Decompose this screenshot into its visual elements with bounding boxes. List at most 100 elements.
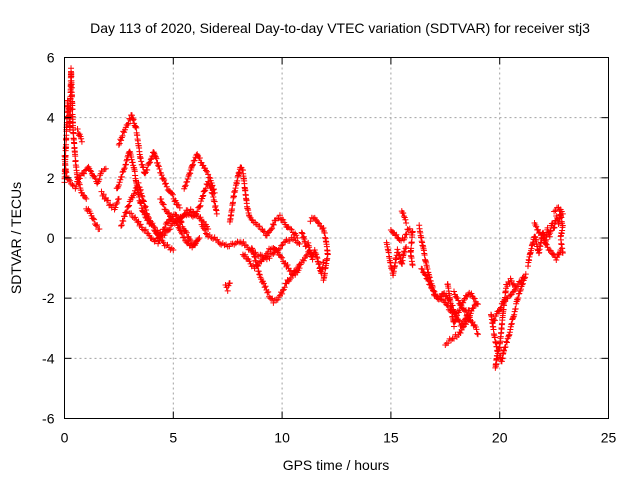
data-point [130, 116, 137, 123]
data-point [162, 224, 169, 231]
data-point [419, 266, 426, 273]
data-point [125, 203, 132, 210]
data-point [155, 240, 162, 247]
data-point [293, 232, 300, 239]
data-point [307, 218, 314, 225]
data-point [242, 251, 249, 258]
data-point [87, 167, 94, 174]
data-point [464, 311, 471, 318]
data-point [147, 156, 154, 163]
data-point [280, 216, 287, 223]
data-point [78, 135, 85, 142]
data-point [190, 157, 197, 164]
data-point [281, 284, 288, 291]
data-point [114, 185, 121, 192]
data-point [409, 262, 416, 269]
data-point [149, 222, 156, 229]
y-tick-label: -6 [42, 411, 55, 427]
data-point [324, 250, 331, 257]
data-point [462, 321, 469, 328]
data-point [211, 189, 218, 196]
data-point [156, 165, 163, 172]
x-tick-labels: 0 5 10 15 20 25 [61, 430, 617, 446]
data-point [255, 262, 262, 269]
data-point [116, 140, 123, 147]
data-point [445, 339, 452, 346]
y-tick-label: 6 [47, 50, 55, 66]
data-point [551, 208, 558, 215]
data-point [150, 149, 157, 156]
data-point [121, 213, 128, 220]
data-point [117, 176, 124, 183]
data-point [279, 241, 286, 248]
data-point [73, 183, 80, 190]
data-point [179, 230, 186, 237]
data-point [303, 243, 310, 250]
data-point [120, 166, 127, 173]
data-point [508, 277, 515, 284]
data-point [435, 296, 442, 303]
data-point [206, 174, 213, 181]
data-point [138, 158, 145, 165]
data-point [515, 295, 522, 302]
data-point [122, 161, 129, 168]
data-point [118, 137, 125, 144]
data-point [142, 214, 149, 221]
y-tick-labels: -6 -4 -2 0 2 4 6 [42, 50, 55, 427]
data-point [303, 253, 310, 260]
data-point [200, 192, 207, 199]
data-point [469, 318, 476, 325]
data-point [447, 297, 454, 304]
data-point [118, 173, 125, 180]
data-point [263, 232, 270, 239]
data-point [296, 265, 303, 272]
data-point [295, 239, 302, 246]
data-point [457, 301, 464, 308]
data-point [426, 281, 433, 288]
data-point [181, 234, 188, 241]
data-point [473, 326, 480, 333]
data-point [115, 195, 122, 202]
data-point [501, 344, 508, 351]
data-point [213, 210, 220, 217]
data-point [96, 176, 103, 183]
data-point [135, 191, 142, 198]
data-point [474, 331, 481, 338]
data-point [205, 178, 212, 185]
data-point [491, 317, 498, 324]
data-point [547, 247, 554, 254]
data-point [256, 271, 263, 278]
data-point [209, 182, 216, 189]
data-point [226, 280, 233, 287]
data-point [183, 229, 190, 236]
data-point [559, 210, 566, 217]
data-point [169, 191, 176, 198]
data-point [279, 254, 286, 261]
data-point [132, 124, 139, 131]
data-point [288, 226, 295, 233]
data-points [61, 65, 566, 371]
data-point [409, 234, 416, 241]
data-point [132, 123, 139, 130]
data-point [474, 330, 481, 337]
data-point [196, 203, 203, 210]
data-point [251, 253, 258, 260]
data-point [421, 271, 428, 278]
data-point [177, 217, 184, 224]
data-point [163, 183, 170, 190]
data-point [194, 208, 201, 215]
data-point [299, 230, 306, 237]
data-point [74, 178, 81, 185]
data-point [287, 225, 294, 232]
data-point [244, 244, 251, 251]
data-point [145, 160, 152, 167]
data-point [187, 209, 194, 216]
chart-title: Day 113 of 2020, Sidereal Day-to-day VTE… [90, 20, 590, 36]
data-point [76, 132, 83, 139]
data-point [134, 219, 141, 226]
data-point [224, 287, 231, 294]
data-point [92, 175, 99, 182]
data-point [128, 210, 135, 217]
data-point [196, 235, 203, 241]
